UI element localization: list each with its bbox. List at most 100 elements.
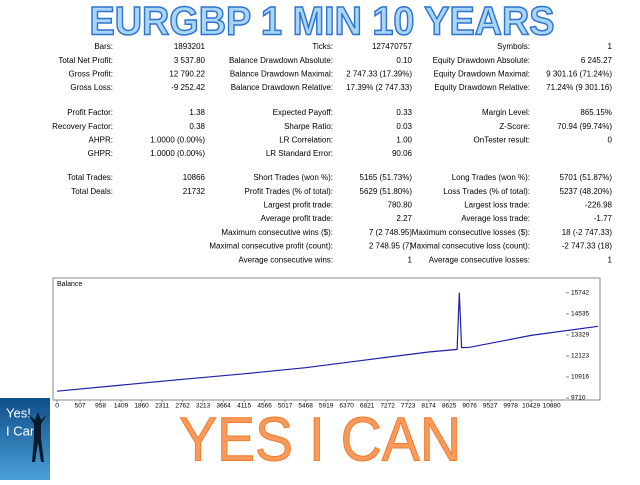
stat-label: Total Trades: [67, 173, 113, 182]
stat-label: OnTester result: [474, 136, 530, 145]
stat-label: Equity Drawdown Relative: [434, 83, 530, 92]
stat-label: Maximal consecutive profit (count): [209, 242, 333, 251]
stat-value: 1.0000 (0.00%) [150, 136, 205, 145]
stat-value: 5629 (51.80%) [360, 187, 413, 196]
stat-value: 5237 (48.20%) [560, 187, 613, 196]
stat-label: LR Standard Error: [266, 149, 333, 158]
stat-label: Ticks: [312, 42, 333, 51]
x-tick-label: 3664 [216, 403, 231, 410]
stat-value: 5165 (51.73%) [360, 173, 413, 182]
stat-label: Loss Trades (% of total): [443, 187, 530, 196]
x-tick-label: 4566 [257, 403, 272, 410]
stat-label: Largest profit trade: [264, 201, 333, 210]
stat-label: Average consecutive wins: [238, 255, 333, 264]
stat-label: Short Trades (won %): [253, 173, 333, 182]
y-tick-label: 14535 [571, 311, 589, 318]
stat-label: Total Deals: [71, 187, 113, 196]
stat-value: 70.94 (99.74%) [557, 122, 612, 131]
stat-value: 2 748.95 (7) [369, 242, 412, 251]
chart-title: Balance [57, 281, 82, 288]
x-tick-label: 8174 [421, 403, 436, 410]
stat-value: -226.98 [585, 201, 613, 210]
x-tick-label: 10880 [543, 403, 561, 410]
stat-label: Total Net Profit: [58, 56, 113, 65]
stat-value: 6 245.27 [581, 56, 613, 65]
stat-label: GHPR: [88, 149, 113, 158]
stat-label: Maximal consecutive loss (count): [410, 242, 530, 251]
x-tick-label: 507 [75, 403, 86, 410]
stat-value: -9 252.42 [171, 83, 205, 92]
x-tick-label: 10429 [522, 403, 540, 410]
balance-line [56, 292, 599, 392]
stat-value: 0.38 [189, 122, 205, 131]
y-tick-label: 12123 [571, 353, 589, 360]
stat-label: Long Trades (won %): [452, 173, 530, 182]
x-tick-label: 5468 [298, 403, 313, 410]
stat-label: Equity Drawdown Maximal: [434, 70, 530, 79]
stat-label: Z-Score: [499, 122, 530, 131]
logo-text: Yes! [6, 405, 31, 420]
stat-value: 18 (-2 747.33) [562, 228, 613, 237]
stat-value: 1893201 [174, 42, 206, 51]
x-tick-label: 9076 [462, 403, 477, 410]
logo-bg [0, 398, 50, 480]
stat-value: 865.15% [580, 108, 612, 117]
stat-label: Largest loss trade: [464, 201, 530, 210]
stat-label: Gross Profit: [69, 70, 113, 79]
stat-value: 127470757 [372, 42, 413, 51]
logo-figure [28, 412, 47, 462]
stat-value: 0.03 [396, 122, 412, 131]
y-tick-label: 13329 [571, 332, 589, 339]
stat-label: Margin Level: [482, 108, 530, 117]
x-tick-label: 2762 [175, 403, 190, 410]
stat-value: 1 [608, 255, 613, 264]
x-tick-label: 3213 [196, 403, 211, 410]
stat-value: 1.0000 (0.00%) [150, 149, 205, 158]
stat-label: Balance Drawdown Relative: [231, 83, 333, 92]
stat-label: Sharpe Ratio: [284, 122, 333, 131]
stat-value: 0.33 [396, 108, 412, 117]
stat-value: -2 747.33 (18) [562, 242, 613, 251]
x-tick-label: 8625 [442, 403, 457, 410]
chart-frame [52, 277, 601, 401]
logo: Yes! I Can [0, 398, 50, 480]
stat-label: LR Correlation: [279, 136, 333, 145]
stat-value: 7 (2 748.95) [369, 228, 412, 237]
x-tick-label: 6370 [339, 403, 354, 410]
x-tick-label: 9527 [483, 403, 498, 410]
x-tick-label: 7272 [380, 403, 395, 410]
stat-label: Profit Trades (% of total): [245, 187, 333, 196]
x-tick-label: 1409 [114, 403, 129, 410]
stat-value: 0.10 [396, 56, 412, 65]
stat-label: Balance Drawdown Absolute: [229, 56, 333, 65]
stat-value: 17.39% (2 747.33) [346, 83, 412, 92]
y-tick-label: 9710 [571, 395, 586, 402]
stats-table: Bars: 1893201 Ticks: 127470757 Symbols: 1 Tota… [52, 42, 612, 264]
stat-value: 0 [608, 136, 613, 145]
stat-label: Expected Payoff: [273, 108, 333, 117]
stat-value: 780.80 [388, 201, 413, 210]
stat-value: 9 301.16 (71.24%) [546, 70, 612, 79]
x-tick-label: 5919 [319, 403, 334, 410]
stat-label: Average consecutive losses: [429, 255, 530, 264]
stat-value: 21732 [183, 187, 206, 196]
stat-label: Recovery Factor: [52, 122, 113, 131]
stat-value: 1 [608, 42, 613, 51]
stat-value: 5701 (51.87%) [560, 173, 613, 182]
y-tick-label: 15742 [571, 290, 589, 297]
x-tick-label: 5017 [278, 403, 293, 410]
y-tick-label: 10916 [571, 374, 589, 381]
stat-value: 90.06 [392, 149, 413, 158]
stat-label: Balance Drawdown Maximal: [230, 70, 333, 79]
stat-label: Average profit trade: [261, 214, 333, 223]
stat-label: Maximum consecutive losses ($): [412, 228, 530, 237]
stat-value: -1.77 [594, 214, 613, 223]
stat-value: 3 537.80 [174, 56, 206, 65]
title: EURGBP 1 MIN 10 YEARS [90, 0, 555, 44]
x-tick-label: 2311 [155, 403, 169, 410]
stat-value: 2 747.33 (17.39%) [346, 70, 412, 79]
x-tick-label: 1860 [134, 403, 149, 410]
slogan: YES I CAN [179, 405, 461, 474]
x-tick-label: 7723 [401, 403, 416, 410]
